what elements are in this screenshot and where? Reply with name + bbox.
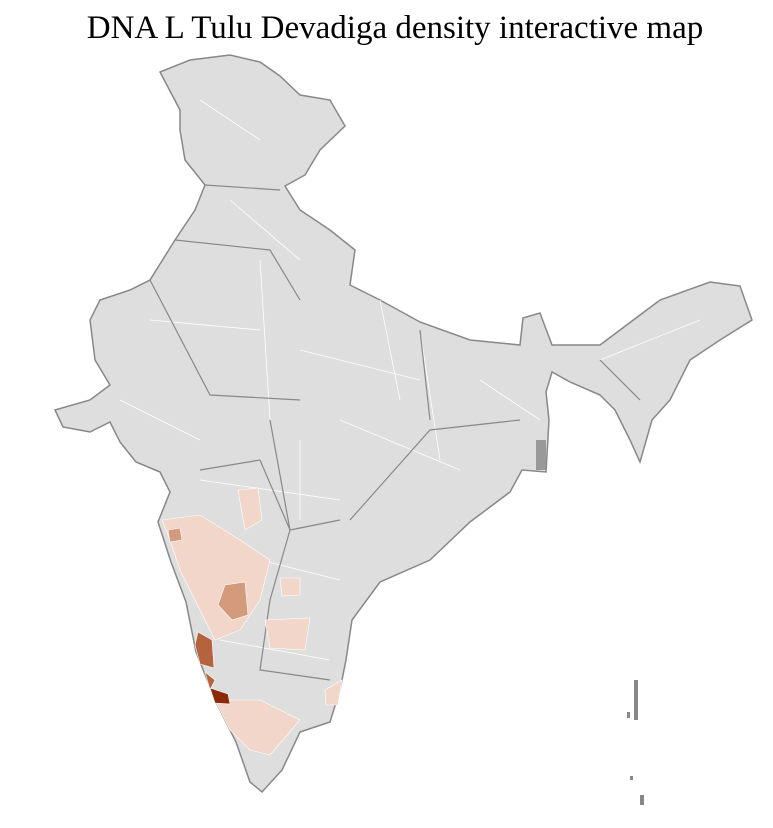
district-density-low[interactable] — [237, 487, 263, 531]
district-density-mid[interactable] — [167, 527, 183, 543]
state-borders — [149, 184, 641, 681]
district-density-low[interactable] — [324, 679, 343, 706]
district-density-max[interactable] — [209, 687, 231, 705]
bangladesh-coast-marker — [536, 440, 546, 470]
district-density-low[interactable] — [214, 699, 301, 756]
map-title: DNA L Tulu Devadiga density interactive … — [86, 10, 704, 46]
india-outline[interactable] — [53, 54, 753, 794]
district-density-low[interactable] — [264, 617, 311, 651]
density-districts — [161, 487, 343, 756]
district-density-high[interactable] — [194, 631, 215, 669]
andaman-nicobar-islands — [627, 680, 644, 805]
district-density-low[interactable] — [279, 577, 301, 597]
district-density-high[interactable] — [204, 671, 216, 691]
district-density-mid[interactable] — [217, 581, 249, 621]
district-borders — [119, 99, 701, 661]
